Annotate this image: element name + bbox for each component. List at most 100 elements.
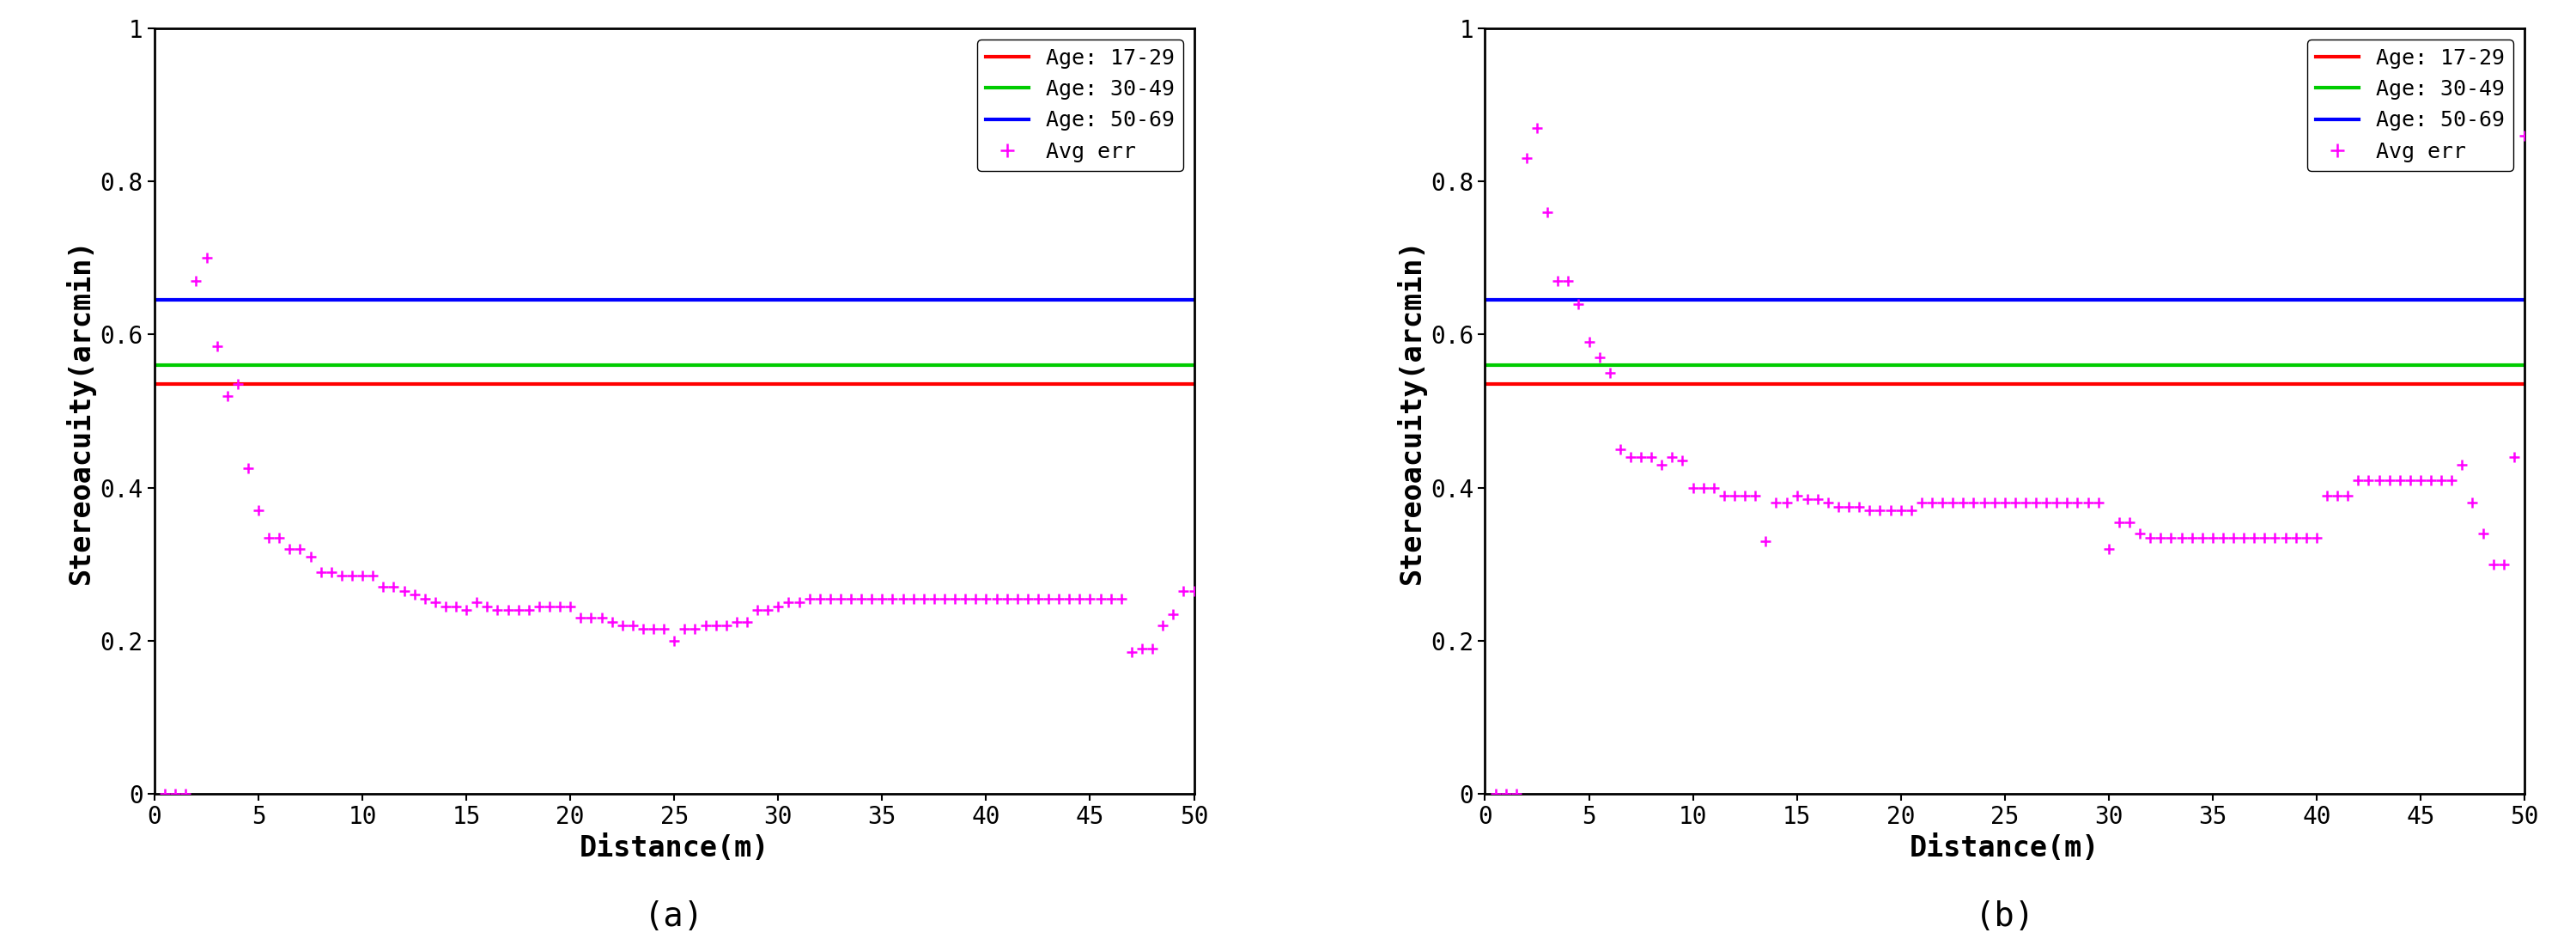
Point bbox=[623, 622, 665, 637]
Point bbox=[1734, 488, 1775, 503]
Point bbox=[1744, 534, 1785, 549]
Text: (b): (b) bbox=[1976, 900, 2035, 933]
Point bbox=[1069, 591, 1110, 606]
Point bbox=[446, 603, 487, 618]
Point bbox=[2161, 530, 2202, 545]
Point bbox=[1631, 450, 1672, 465]
Point bbox=[1517, 120, 1558, 135]
Point bbox=[1569, 335, 1610, 350]
Point bbox=[1754, 495, 1795, 510]
Point bbox=[914, 591, 956, 606]
Point bbox=[507, 603, 549, 618]
Point bbox=[1131, 641, 1172, 656]
Point bbox=[2141, 530, 2182, 545]
Point bbox=[1476, 786, 1517, 801]
Point bbox=[2014, 495, 2056, 510]
Point bbox=[1901, 495, 1942, 510]
Point bbox=[343, 568, 384, 583]
Point bbox=[945, 591, 987, 606]
Point bbox=[216, 377, 258, 392]
Point bbox=[675, 622, 716, 637]
Point bbox=[2264, 530, 2306, 545]
Point bbox=[456, 595, 497, 610]
Point bbox=[569, 610, 611, 626]
Point bbox=[956, 591, 997, 606]
Y-axis label: Stereoacuity(arcmin): Stereoacuity(arcmin) bbox=[1396, 238, 1425, 584]
Point bbox=[1682, 480, 1723, 495]
Point bbox=[592, 614, 634, 629]
Point bbox=[2391, 472, 2432, 488]
Point bbox=[2079, 495, 2120, 510]
Point bbox=[549, 599, 590, 614]
Point bbox=[374, 579, 415, 594]
Point bbox=[2213, 530, 2254, 545]
Point bbox=[2360, 472, 2401, 488]
Point bbox=[768, 595, 809, 610]
Point bbox=[1121, 641, 1162, 656]
Point bbox=[696, 618, 737, 633]
Point bbox=[2473, 557, 2514, 572]
Point bbox=[1059, 591, 1100, 606]
Point bbox=[559, 610, 600, 626]
Point bbox=[706, 618, 747, 633]
Point bbox=[2089, 541, 2130, 557]
Point bbox=[1641, 457, 1682, 472]
Point bbox=[1839, 499, 1880, 514]
Point bbox=[997, 591, 1038, 606]
Point bbox=[809, 591, 850, 606]
Point bbox=[165, 786, 206, 801]
Point bbox=[2452, 495, 2494, 510]
Point bbox=[788, 591, 829, 606]
Point bbox=[966, 591, 1007, 606]
Point bbox=[175, 273, 216, 288]
Point bbox=[1007, 591, 1048, 606]
Point bbox=[716, 614, 757, 629]
Point bbox=[1922, 495, 1963, 510]
Point bbox=[2463, 526, 2504, 541]
Point bbox=[2244, 530, 2285, 545]
Point bbox=[1994, 495, 2035, 510]
Point bbox=[894, 591, 935, 606]
Point bbox=[2182, 530, 2223, 545]
Point bbox=[1713, 488, 1754, 503]
Point bbox=[976, 591, 1018, 606]
Point bbox=[247, 530, 289, 545]
Point bbox=[757, 599, 799, 614]
Point bbox=[2336, 472, 2378, 488]
X-axis label: Distance(m): Distance(m) bbox=[580, 833, 770, 862]
Point bbox=[2120, 526, 2161, 541]
Point bbox=[1808, 495, 1850, 510]
Point bbox=[2151, 530, 2192, 545]
Point bbox=[1829, 499, 1870, 514]
Point bbox=[726, 614, 768, 629]
Point bbox=[1079, 591, 1121, 606]
Point bbox=[477, 603, 518, 618]
Point bbox=[1788, 491, 1829, 507]
Point bbox=[394, 587, 435, 602]
Point bbox=[2202, 530, 2244, 545]
Point bbox=[1048, 591, 1090, 606]
Point bbox=[2004, 495, 2045, 510]
Point bbox=[497, 603, 538, 618]
Point bbox=[654, 633, 696, 648]
Point bbox=[634, 622, 675, 637]
Y-axis label: Stereoacuity(arcmin): Stereoacuity(arcmin) bbox=[64, 238, 95, 584]
Point bbox=[2069, 495, 2110, 510]
Point bbox=[1162, 583, 1203, 598]
Point bbox=[1911, 495, 1953, 510]
Point bbox=[1151, 607, 1193, 622]
Point bbox=[1528, 204, 1569, 219]
Point bbox=[1973, 495, 2014, 510]
Point bbox=[1600, 441, 1641, 456]
Point bbox=[1486, 786, 1528, 801]
Point bbox=[1548, 273, 1589, 288]
Point bbox=[685, 618, 726, 633]
Point bbox=[925, 591, 966, 606]
Text: (a): (a) bbox=[644, 900, 703, 933]
Point bbox=[206, 388, 247, 404]
Point bbox=[2504, 128, 2545, 143]
Point bbox=[487, 603, 528, 618]
Point bbox=[1018, 591, 1059, 606]
Point bbox=[1777, 488, 1819, 503]
Point bbox=[1579, 350, 1620, 365]
